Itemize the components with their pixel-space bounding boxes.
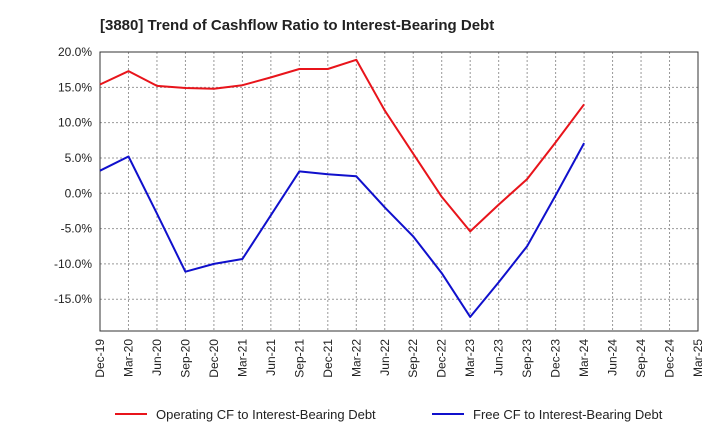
y-tick-label: -10.0% xyxy=(54,257,92,271)
x-tick-label: Dec-24 xyxy=(663,339,677,378)
plot-frame xyxy=(99,51,699,332)
x-tick-label: Jun-23 xyxy=(492,339,506,376)
grid-layer xyxy=(100,51,698,331)
axis-layer: 20.0% 15.0% 10.0% 5.0% 0.0% -5.0% -10.0% -15.0%… xyxy=(54,45,705,378)
legend: Operating CF to Interest-Bearing Debt Fre… xyxy=(115,407,663,422)
y-tick-label: 10.0% xyxy=(58,116,92,130)
y-tick-label: 15.0% xyxy=(58,80,92,94)
x-tick-label: Dec-21 xyxy=(321,339,335,378)
legend-label: Operating CF to Interest-Bearing Debt xyxy=(156,407,376,422)
x-tick-label: Mar-25 xyxy=(691,339,705,377)
series-line-free-cf xyxy=(99,142,585,318)
x-tick-label: Mar-22 xyxy=(349,339,363,377)
y-tick-label: 5.0% xyxy=(65,151,93,165)
y-tick-label: 0.0% xyxy=(65,186,93,200)
y-tick-label: 20.0% xyxy=(58,45,92,59)
x-tick-label: Mar-24 xyxy=(577,339,591,377)
chart-title: [3880] Trend of Cashflow Ratio to Intere… xyxy=(100,17,494,34)
x-tick-label: Dec-23 xyxy=(549,339,563,378)
x-tick-label: Sep-22 xyxy=(406,339,420,378)
y-tick-label: -5.0% xyxy=(61,222,93,236)
x-tick-label: Jun-24 xyxy=(606,339,620,376)
x-tick-label: Sep-24 xyxy=(634,339,648,378)
legend-label: Free CF to Interest-Bearing Debt xyxy=(473,407,663,422)
series-line-operating-cf xyxy=(99,58,585,233)
x-tick-label: Dec-19 xyxy=(93,339,107,378)
x-tick-label: Sep-21 xyxy=(292,339,306,378)
x-tick-label: Mar-21 xyxy=(235,339,249,377)
x-tick-label: Mar-20 xyxy=(121,339,135,377)
x-tick-label: Dec-20 xyxy=(207,339,221,378)
x-tick-label: Sep-23 xyxy=(520,339,534,378)
x-tick-label: Sep-20 xyxy=(178,339,192,378)
x-tick-label: Mar-23 xyxy=(463,339,477,377)
x-tick-label: Dec-22 xyxy=(435,339,449,378)
series-layer xyxy=(99,58,585,318)
x-tick-label: Jun-20 xyxy=(150,339,164,376)
y-tick-label: -15.0% xyxy=(54,292,92,306)
x-tick-label: Jun-22 xyxy=(378,339,392,376)
x-tick-label: Jun-21 xyxy=(264,339,278,376)
